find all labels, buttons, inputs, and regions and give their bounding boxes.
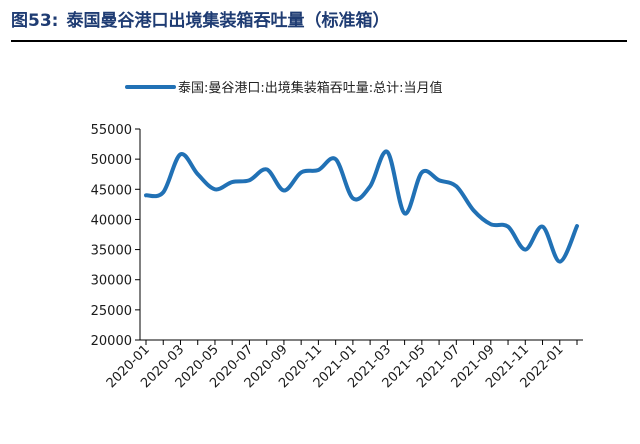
legend-label: 泰国:曼谷港口:出境集装箱吞吐量:总计:当月值	[178, 80, 443, 96]
x-axis: 2020-012020-032020-052020-072020-092020-…	[104, 339, 583, 391]
y-tick-label: 55000	[91, 123, 132, 138]
y-tick-label: 30000	[91, 274, 132, 289]
data-point-2021-08	[472, 208, 476, 212]
data-point-2021-03	[385, 150, 389, 154]
data-point-2022-02	[575, 224, 579, 228]
data-point-2021-11	[523, 248, 527, 252]
data-point-2021-02	[368, 184, 372, 188]
y-tick-label: 35000	[91, 244, 132, 259]
data-point-2021-10	[506, 225, 510, 229]
y-tick-label: 20000	[91, 334, 132, 349]
series-line	[144, 149, 579, 264]
data-point-2020-07	[247, 178, 251, 182]
data-point-2021-07	[454, 184, 458, 188]
y-axis: 20000 25000 30000 35000 40000 45000 50000 55000	[91, 123, 141, 349]
legend: 泰国:曼谷港口:出境集装箱吞吐量:总计:当月值	[125, 80, 443, 96]
y-tick-label: 40000	[91, 213, 132, 228]
y-tick-label: 25000	[91, 304, 132, 319]
data-point-2020-10	[299, 170, 303, 174]
data-point-2020-11	[316, 168, 320, 172]
data-point-2020-06	[230, 180, 234, 184]
data-point-2021-06	[437, 178, 441, 182]
data-point-2020-03	[178, 152, 182, 156]
data-point-2021-12	[541, 225, 545, 229]
data-point-2020-08	[265, 167, 269, 171]
data-point-2021-01	[351, 196, 355, 200]
title-divider	[11, 40, 627, 42]
y-tick-label: 45000	[91, 183, 132, 198]
data-point-2020-09	[282, 188, 286, 192]
y-tick-label: 50000	[91, 153, 132, 168]
data-point-2021-09	[489, 222, 493, 226]
data-point-2022-01	[558, 260, 562, 264]
data-point-2021-04	[403, 211, 407, 215]
figure-title-text: 泰国曼谷港口出境集装箱吞吐量（标准箱）	[66, 11, 390, 31]
figure-title: 图53: 泰国曼谷港口出境集装箱吞吐量（标准箱）	[11, 6, 389, 31]
data-point-2021-05	[420, 170, 424, 174]
data-point-2020-04	[196, 172, 200, 176]
data-point-2020-12	[334, 157, 338, 161]
figure-number: 图53:	[11, 11, 59, 31]
data-point-2020-01	[144, 193, 148, 197]
series-layer	[144, 149, 579, 264]
data-point-2020-02	[161, 190, 165, 194]
data-point-2020-05	[213, 187, 217, 191]
